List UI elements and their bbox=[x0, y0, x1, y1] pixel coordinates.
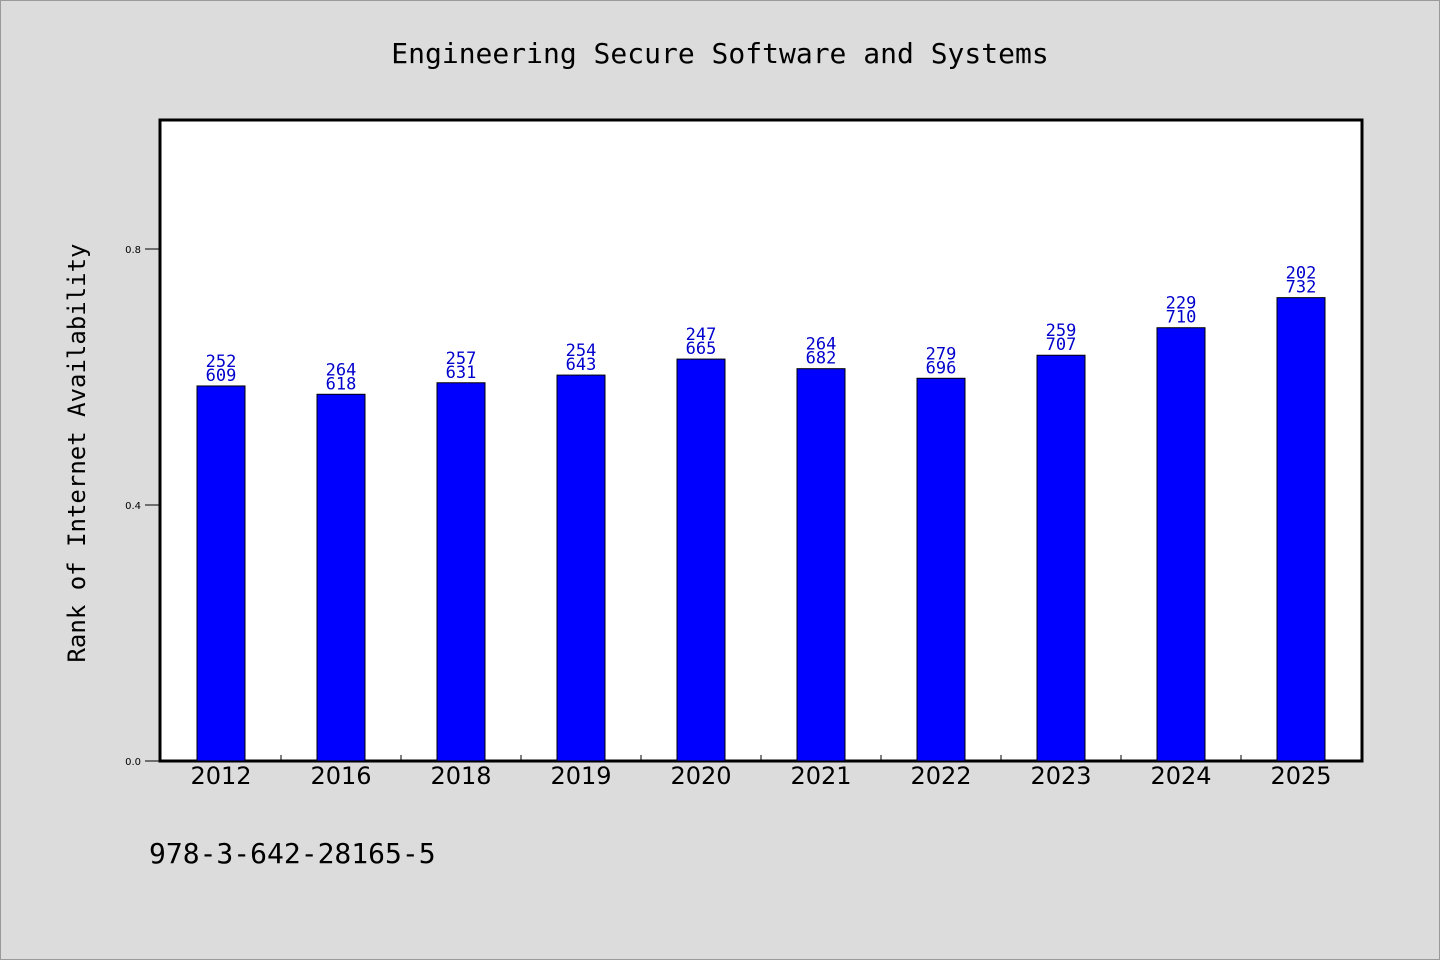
bar-data-label-top: 202 bbox=[1286, 264, 1317, 284]
bar bbox=[1036, 354, 1086, 762]
chart-title: Engineering Secure Software and Systems bbox=[391, 37, 1048, 70]
x-tick-label: 2019 bbox=[550, 762, 611, 790]
y-tick-label: 0.4 bbox=[125, 501, 141, 512]
y-tick-label: 0.8 bbox=[125, 245, 141, 256]
isbn-footnote: 978-3-642-28165-5 bbox=[149, 837, 436, 870]
bar-data-label-bottom: 631 bbox=[446, 363, 477, 383]
bar-data-label-top: 279 bbox=[926, 344, 957, 364]
bar-data-label-bottom: 682 bbox=[806, 349, 837, 369]
bar bbox=[556, 374, 606, 762]
bar bbox=[916, 377, 966, 762]
bar bbox=[676, 358, 726, 762]
x-tick-label: 2023 bbox=[1030, 762, 1091, 790]
bar bbox=[196, 385, 246, 762]
x-tick-label: 2024 bbox=[1150, 762, 1211, 790]
bar bbox=[796, 368, 846, 762]
x-tick-label: 2012 bbox=[190, 762, 251, 790]
bar-data-label-top: 259 bbox=[1046, 321, 1077, 341]
axis-ticks: 0.0 0.4 0.8 2012 2016 2018 2019 2020 2021 2022 202… bbox=[125, 245, 1331, 790]
bar-data-label-top: 252 bbox=[206, 352, 237, 372]
bar-data-label-top: 264 bbox=[326, 360, 357, 380]
bar-data-label-bottom: 665 bbox=[686, 339, 717, 359]
bar-data-label-bottom: 707 bbox=[1046, 335, 1077, 355]
bar-data-label-top: 247 bbox=[686, 325, 717, 345]
bar-data-label-top: 229 bbox=[1166, 294, 1197, 314]
x-tick-label: 2016 bbox=[310, 762, 371, 790]
x-tick-label: 2021 bbox=[790, 762, 851, 790]
y-tick-label: 0.0 bbox=[125, 757, 141, 768]
bar bbox=[1156, 327, 1206, 762]
bar bbox=[436, 382, 486, 762]
x-tick-label: 2018 bbox=[430, 762, 491, 790]
y-axis-label: Rank of Internet Availability bbox=[63, 243, 91, 662]
bar bbox=[1276, 297, 1326, 762]
bar-data-label-bottom: 609 bbox=[206, 366, 237, 386]
bar-data-label-top: 254 bbox=[566, 341, 597, 361]
bar-data-label-bottom: 643 bbox=[566, 355, 597, 375]
bar-data-label-top: 264 bbox=[806, 335, 837, 355]
bar-data-label-bottom: 710 bbox=[1166, 308, 1197, 328]
bar-data-label-bottom: 618 bbox=[326, 374, 357, 394]
x-tick-label: 2022 bbox=[910, 762, 971, 790]
bar-data-label-top: 257 bbox=[446, 349, 477, 369]
x-tick-label: 2025 bbox=[1270, 762, 1331, 790]
bar bbox=[316, 393, 366, 762]
x-tick-label: 2020 bbox=[670, 762, 731, 790]
bar-data-label-bottom: 732 bbox=[1286, 278, 1317, 298]
bar-data-label-bottom: 696 bbox=[926, 358, 957, 378]
